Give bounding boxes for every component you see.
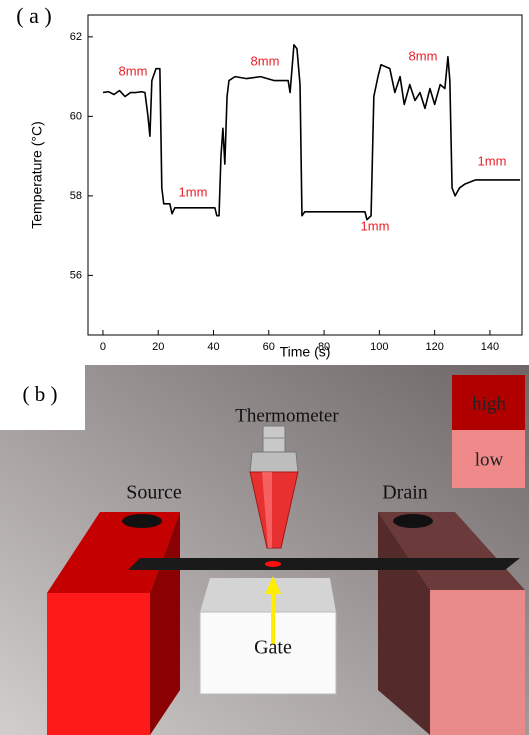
thermometer-collar bbox=[249, 451, 299, 473]
x-tick-label: 40 bbox=[207, 341, 219, 353]
y-tick-label: 62 bbox=[70, 31, 82, 43]
x-tick-label: 80 bbox=[318, 341, 330, 353]
annotation: 1mm bbox=[361, 218, 390, 233]
legend-label: low bbox=[475, 449, 504, 470]
x-axis-label: Time (s) bbox=[280, 344, 331, 360]
temperature-line bbox=[102, 44, 521, 221]
x-tick-label: 140 bbox=[481, 341, 499, 353]
hole bbox=[122, 514, 162, 528]
hole bbox=[393, 514, 433, 528]
source-label: Source bbox=[126, 482, 182, 504]
x-tick-label: 0 bbox=[100, 341, 106, 353]
y-tick-label: 60 bbox=[70, 110, 82, 122]
drain-label: Drain bbox=[382, 482, 428, 504]
x-tick-label: 60 bbox=[263, 341, 275, 353]
legend-high bbox=[452, 375, 525, 430]
x-tick-label: 100 bbox=[370, 341, 388, 353]
panel-label: ( a ) bbox=[16, 3, 51, 28]
source-front bbox=[47, 593, 150, 735]
thermometer-probe bbox=[249, 471, 299, 549]
annotation: 8mm bbox=[409, 48, 438, 63]
y-tick-label: 58 bbox=[70, 190, 82, 202]
annotation: 1mm bbox=[179, 184, 208, 199]
source-top bbox=[47, 512, 180, 593]
thermometer-label: Thermometer bbox=[235, 405, 339, 426]
legend-low bbox=[452, 430, 525, 488]
gate-top bbox=[200, 578, 336, 612]
diagram: ( b ) high low Gate Thermometer Source bbox=[0, 365, 529, 735]
y-axis-label: Temperature (°C) bbox=[29, 121, 45, 229]
x-tick-label: 120 bbox=[425, 341, 443, 353]
thermometer-shine bbox=[262, 472, 272, 548]
legend-label: high bbox=[472, 393, 506, 414]
gate-front bbox=[199, 611, 337, 695]
y-tick-label: 56 bbox=[70, 269, 82, 281]
hot-spot bbox=[265, 561, 281, 567]
drain-top bbox=[378, 512, 525, 590]
channel bbox=[128, 558, 520, 570]
annotation: 8mm bbox=[251, 53, 280, 68]
annotation: 8mm bbox=[119, 63, 148, 78]
gate-label: Gate bbox=[254, 637, 292, 659]
chart: 56 58 60 62 0 20 40 60 80 100 120 140 Time (s) Temper… bbox=[29, 14, 523, 360]
thermometer-cap bbox=[262, 425, 286, 453]
arrow-head bbox=[265, 576, 281, 594]
drain-front bbox=[430, 590, 525, 735]
panel-label: ( b ) bbox=[23, 382, 58, 406]
annotation: 1mm bbox=[478, 153, 507, 168]
x-tick-label: 20 bbox=[152, 341, 164, 353]
plot-frame bbox=[87, 14, 523, 336]
